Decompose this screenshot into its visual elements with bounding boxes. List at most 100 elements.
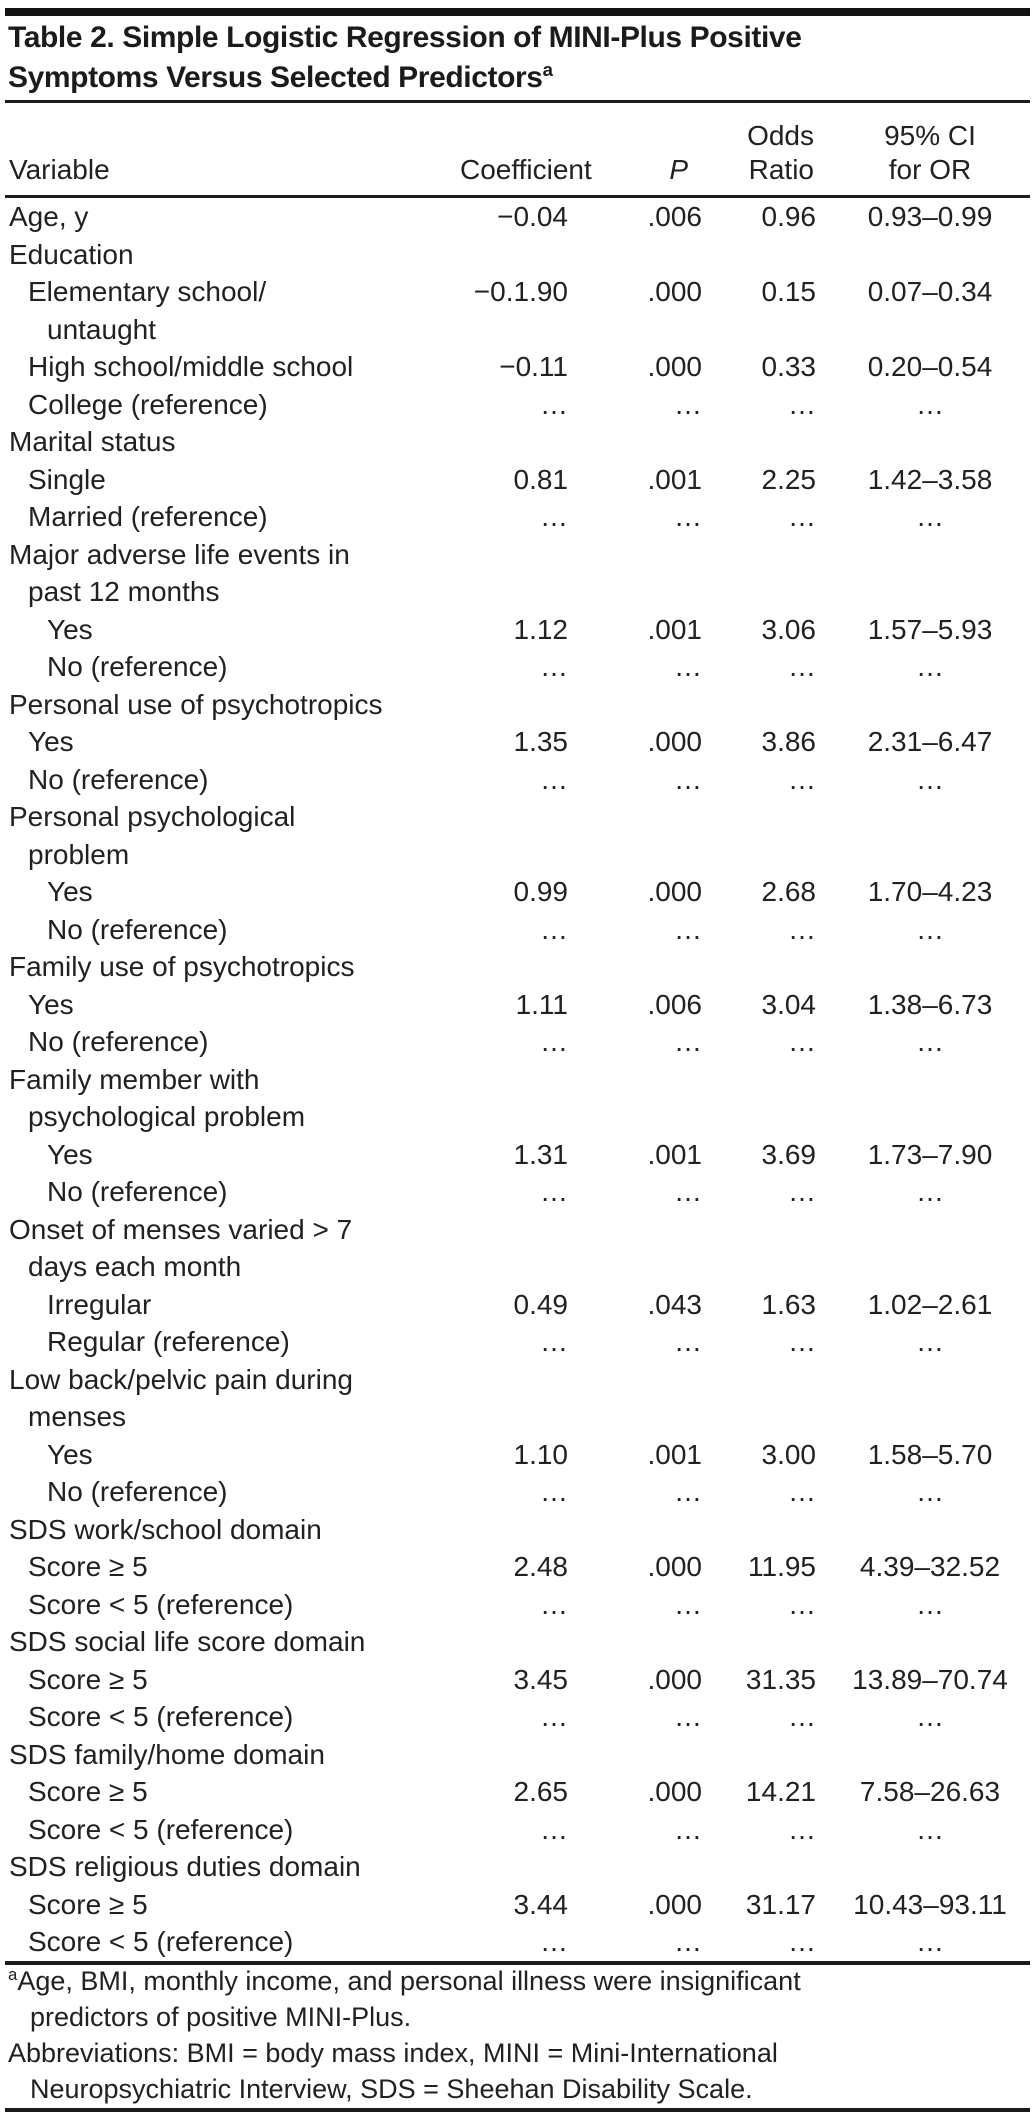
variable-cell: Low back/pelvic pain during [9,1363,353,1395]
footnotes: aAge, BMI, monthly income, and personal … [8,1963,1031,2107]
regression-table: Variable Coefficient P Odds Ratio 95% CI f… [5,103,1030,1965]
coefficient-cell: 1.31 [513,1138,569,1170]
coefficient-cell [460,1623,580,1661]
odds-ratio-cell [710,798,830,836]
table-row: High school/middle school −0.11 .000 0.33 0.… [5,348,1030,386]
variable-cell: untaught [47,313,156,345]
ci-cell: … [916,1026,944,1057]
odds-ratio-cell: 31.35 [745,1663,816,1695]
variable-cell: Score ≥ 5 [28,1663,148,1695]
variable-cell: problem [28,838,130,870]
p-value-cell: … [674,763,702,795]
variable-cell: Irregular [47,1288,152,1320]
odds-ratio-cell: 3.86 [761,726,817,757]
coefficient-cell: 1.35 [513,726,569,757]
coefficient-cell [460,423,580,461]
odds-ratio-cell [710,423,830,461]
table-row: No (reference)………… [5,648,1030,686]
table-row: Age, y −0.04 .006 0.96 0.93–0.99 [5,197,1030,236]
odds-ratio-cell: … [788,1326,816,1357]
ci-cell: … [916,1176,944,1207]
ci-cell [830,311,1030,349]
ci-cell [830,686,1030,724]
coefficient-cell: −0.04 [497,201,568,232]
table-row: No (reference)………… [5,911,1030,949]
table-row: Low back/pelvic pain during [5,1361,1030,1399]
coefficient-cell [460,236,580,274]
coefficient-cell: … [540,1476,568,1507]
variable-cell: College (reference) [28,388,268,420]
table-row: SDS work/school domain [5,1511,1030,1549]
odds-ratio-cell: 3.69 [761,1138,817,1170]
odds-ratio-cell: 31.17 [745,1888,816,1920]
ci-cell: … [916,501,944,532]
title-line-1: Table 2. Simple Logistic Regression of M… [8,21,802,54]
p-value-cell: .001 [647,1138,703,1170]
footnote-line: Abbreviations: BMI = body mass index, MI… [8,2035,1031,2071]
table-title: Table 2. Simple Logistic Regression of M… [8,18,1031,98]
table-row: Yes 0.99 .000 2.68 1.70–4.23 [5,873,1030,911]
p-value-cell [580,1248,710,1286]
ci-cell: … [916,1813,944,1845]
odds-ratio-cell: … [788,1476,816,1507]
column-header-variable: Variable [5,103,460,198]
p-value-cell: … [674,1813,702,1845]
p-value-cell [580,1623,710,1661]
ci-cell: … [916,651,944,682]
coefficient-cell: … [540,763,568,795]
table-row: Personal use of psychotropics [5,686,1030,724]
table-row: SDS social life score domain [5,1623,1030,1661]
table-row: No (reference)………… [5,1473,1030,1511]
ci-cell: … [916,1588,944,1620]
odds-ratio-cell: 3.00 [761,1438,817,1470]
p-value-cell [580,1361,710,1399]
table-row: Family use of psychotropics [5,948,1030,986]
variable-cell: No (reference) [28,763,209,795]
p-value-cell: .000 [647,1888,703,1920]
coefficient-cell [460,836,580,874]
odds-header-line-1: Odds [747,120,814,151]
p-value-cell [580,836,710,874]
odds-ratio-cell [710,836,830,874]
table-row: days each month [5,1248,1030,1286]
table-row: Score ≥ 5 2.65 .000 14.21 7.58–26.63 [5,1773,1030,1811]
coefficient-cell: … [540,1026,568,1057]
odds-ratio-cell: 14.21 [745,1776,816,1807]
ci-cell [830,536,1030,574]
p-value-cell: .001 [647,1438,703,1470]
variable-cell: No (reference) [28,1026,209,1057]
ci-cell: 1.02–2.61 [867,1288,993,1320]
odds-ratio-cell: … [788,1026,816,1057]
coefficient-cell [460,1248,580,1286]
ci-cell: … [916,1326,944,1357]
column-header-coefficient-label: Coefficient [460,154,592,185]
p-value-cell [580,1398,710,1436]
ci-cell [830,1248,1030,1286]
variable-cell: Yes [47,1438,93,1470]
p-value-cell: .000 [647,1663,703,1695]
table-row: No (reference)………… [5,1173,1030,1211]
coefficient-cell: … [540,913,568,945]
odds-header-line-2: Ratio [748,154,814,185]
odds-ratio-cell: 3.06 [761,613,817,645]
p-value-cell [580,1098,710,1136]
odds-ratio-cell: 0.33 [761,351,817,382]
table-row: Yes 1.35 .000 3.86 2.31–6.47 [5,723,1030,761]
odds-ratio-cell [710,236,830,274]
ci-cell [830,1211,1030,1249]
coefficient-cell [460,1848,580,1886]
p-value-cell: … [674,1176,702,1207]
table-row: menses [5,1398,1030,1436]
table-row: Irregular 0.49 .043 1.63 1.02–2.61 [5,1286,1030,1324]
table-row: Married (reference)………… [5,498,1030,536]
variable-cell: SDS religious duties domain [9,1851,361,1882]
ci-cell: 10.43–93.11 [853,1888,1007,1920]
variable-cell: Major adverse life events in [9,538,350,570]
variable-cell: Score < 5 (reference) [28,1701,294,1732]
odds-ratio-cell: … [788,1176,816,1207]
coefficient-cell: … [540,1588,568,1620]
odds-ratio-cell: … [788,651,816,682]
coefficient-cell: −0.11 [499,351,568,382]
ci-cell: 4.39–32.52 [859,1551,1001,1582]
